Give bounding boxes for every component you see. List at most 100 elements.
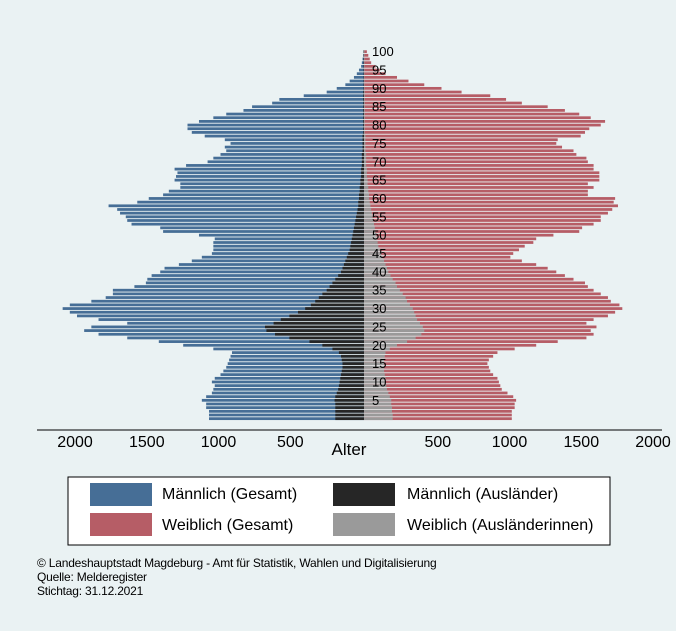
bar-male-total-age-38 — [147, 277, 364, 281]
bar-male-total-age-10 — [211, 380, 364, 384]
bar-female-total-age-80 — [364, 123, 601, 127]
bar-male-total-age-25 — [91, 325, 364, 329]
x-tick-left-2000: 2000 — [57, 434, 93, 451]
bar-male-foreign-age-63 — [359, 186, 364, 189]
bar-female-foreign-age-33 — [364, 296, 406, 299]
bar-male-foreign-age-50 — [352, 233, 364, 237]
bar-female-foreign-age-15 — [364, 362, 385, 365]
bar-female-foreign-age-6 — [364, 395, 390, 399]
age-label-35: 35 — [372, 283, 386, 298]
bar-male-total-age-62 — [168, 189, 364, 193]
bar-female-total-age-88 — [364, 94, 491, 98]
bar-male-total-age-85 — [252, 105, 364, 109]
bar-female-total-age-71 — [364, 156, 587, 160]
bar-female-foreign-age-44 — [364, 255, 383, 259]
bar-male-total-age-37 — [145, 281, 364, 285]
legend-swatch-female-foreign — [333, 513, 395, 536]
bar-female-total-age-31 — [364, 303, 620, 307]
bar-female-total-age-20 — [364, 343, 537, 347]
bar-male-foreign-age-4 — [335, 402, 364, 406]
bar-male-foreign-age-44 — [346, 255, 364, 259]
bar-female-foreign-age-25 — [364, 325, 423, 329]
bar-female-total-age-49 — [364, 237, 537, 241]
bar-male-total-age-26 — [127, 321, 364, 325]
bar-male-foreign-age-78 — [363, 131, 364, 134]
bar-female-total-age-15 — [364, 362, 488, 365]
bar-female-total-age-57 — [364, 208, 613, 211]
bar-male-foreign-age-16 — [341, 358, 364, 362]
bar-female-total-age-26 — [364, 321, 587, 325]
bar-male-foreign-age-80 — [363, 123, 364, 127]
bar-male-total-age-40 — [160, 270, 364, 274]
bar-male-total-age-45 — [211, 252, 364, 255]
bar-female-total-age-47 — [364, 244, 525, 248]
bar-female-foreign-age-81 — [364, 120, 365, 123]
bar-male-foreign-age-33 — [318, 296, 364, 299]
bar-female-foreign-age-3 — [364, 406, 392, 410]
bar-male-total-age-31 — [69, 303, 364, 307]
bar-male-foreign-age-40 — [341, 270, 364, 274]
bar-male-foreign-age-74 — [362, 145, 364, 149]
bar-female-foreign-age-72 — [364, 153, 367, 156]
bar-male-foreign-age-75 — [362, 142, 364, 145]
bar-female-total-age-84 — [364, 109, 565, 112]
bar-female-total-age-65 — [364, 178, 600, 182]
bar-female-total-age-70 — [364, 160, 588, 164]
bar-male-total-age-54 — [127, 219, 364, 222]
bar-male-total-age-81 — [198, 120, 364, 123]
bar-female-foreign-age-61 — [364, 193, 370, 197]
bar-male-foreign-age-84 — [363, 109, 364, 112]
bar-male-total-age-72 — [220, 153, 364, 156]
bar-female-total-age-16 — [364, 358, 489, 362]
bar-male-foreign-age-73 — [362, 149, 364, 153]
bar-male-foreign-age-17 — [341, 354, 364, 358]
bar-female-total-age-94 — [364, 72, 386, 76]
bar-female-foreign-age-10 — [364, 380, 386, 384]
bar-male-foreign-age-43 — [345, 259, 364, 263]
bar-female-total-age-62 — [364, 189, 588, 193]
bar-male-foreign-age-25 — [264, 325, 364, 329]
age-label-90: 90 — [372, 81, 386, 96]
bar-female-total-age-33 — [364, 296, 608, 299]
bar-female-total-age-68 — [364, 167, 594, 171]
bar-female-total-age-96 — [364, 64, 376, 68]
bar-female-total-age-89 — [364, 90, 462, 94]
bar-male-total-age-33 — [105, 296, 364, 299]
bar-male-total-age-11 — [214, 376, 364, 380]
bar-male-foreign-age-87 — [363, 97, 364, 101]
bar-female-foreign-age-27 — [364, 318, 418, 321]
bar-female-total-age-3 — [364, 406, 515, 410]
bar-female-foreign-age-26 — [364, 321, 420, 325]
bar-female-total-age-39 — [364, 274, 565, 277]
bar-female-foreign-age-41 — [364, 266, 387, 270]
x-tick-left-500: 500 — [277, 434, 304, 451]
bar-male-foreign-age-39 — [338, 274, 364, 277]
bar-female-total-age-25 — [364, 325, 597, 329]
bar-female-foreign-age-0 — [364, 417, 393, 421]
bar-female-foreign-age-80 — [364, 123, 365, 127]
bar-female-foreign-age-4 — [364, 402, 392, 406]
bar-male-total-age-47 — [213, 244, 364, 248]
bar-male-foreign-age-70 — [361, 160, 364, 164]
bar-male-total-age-18 — [231, 351, 364, 354]
bar-female-total-age-75 — [364, 142, 557, 145]
bar-female-total-age-78 — [364, 131, 585, 134]
bar-male-total-age-52 — [160, 226, 364, 230]
bar-female-total-age-63 — [364, 186, 594, 189]
female-bars — [364, 50, 623, 421]
footer-source: Quelle: Melderegister — [37, 570, 147, 584]
bar-female-foreign-age-65 — [364, 178, 368, 182]
bar-male-total-age-34 — [112, 292, 364, 296]
bar-female-total-age-90 — [364, 86, 442, 90]
bar-female-total-age-41 — [364, 266, 548, 270]
age-label-10: 10 — [372, 374, 386, 389]
bar-male-total-age-48 — [213, 241, 364, 244]
bar-male-total-age-50 — [198, 233, 364, 237]
bar-female-total-age-91 — [364, 83, 425, 87]
bar-female-total-age-98 — [364, 57, 370, 61]
age-label-85: 85 — [372, 99, 386, 114]
bar-male-total-age-35 — [112, 288, 364, 292]
bar-male-total-age-43 — [191, 259, 364, 263]
bar-female-foreign-age-28 — [364, 314, 416, 318]
bar-female-total-age-27 — [364, 318, 594, 321]
